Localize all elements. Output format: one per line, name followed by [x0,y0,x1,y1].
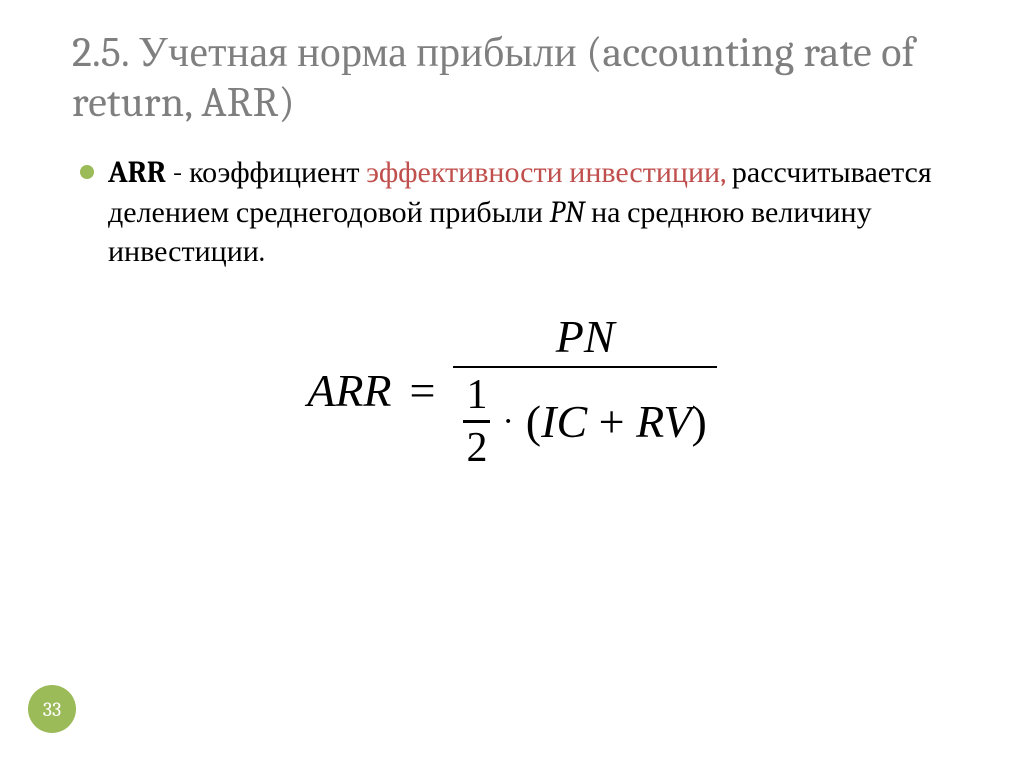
slide-title: 2.5. Учетная норма прибыли (accounting r… [72,28,952,127]
rv: RV [636,396,691,447]
slide: 2.5. Учетная норма прибыли (accounting r… [0,0,1024,767]
dash: - [166,155,189,190]
dot-operator: · [500,405,515,439]
pn-inline: PN [549,195,584,230]
term-arr: ARR [108,155,166,190]
close-paren: ) [691,396,706,447]
main-fraction: PN 1 2 · (IC + RV) [453,314,716,469]
half-fraction: 1 2 [463,374,490,469]
plus: + [587,396,636,447]
paren-group: (IC + RV) [526,399,707,445]
formula: ARR = PN 1 2 · (IC + RV) [307,314,717,469]
ic: IC [541,396,587,447]
formula-block: ARR = PN 1 2 · (IC + RV) [72,314,952,469]
formula-equals: = [410,368,436,414]
open-paren: ( [526,396,541,447]
formula-lhs: ARR [307,368,391,414]
half-num: 1 [463,374,490,420]
bullet-icon [80,165,94,179]
body-block: ARR - коэффициент эффективности инвестиц… [72,153,952,272]
body-paragraph: ARR - коэффициент эффективности инвестиц… [108,153,952,272]
bullet-item: ARR - коэффициент эффективности инвестиц… [80,153,952,272]
half-den: 2 [463,423,490,469]
lead-text: коэффициент [189,155,366,190]
page-number: 33 [43,698,61,721]
accent-text: эффективности инвестиции, [366,155,725,190]
numerator: PN [546,314,625,366]
page-number-badge: 33 [28,685,76,733]
denominator: 1 2 · (IC + RV) [453,368,716,469]
